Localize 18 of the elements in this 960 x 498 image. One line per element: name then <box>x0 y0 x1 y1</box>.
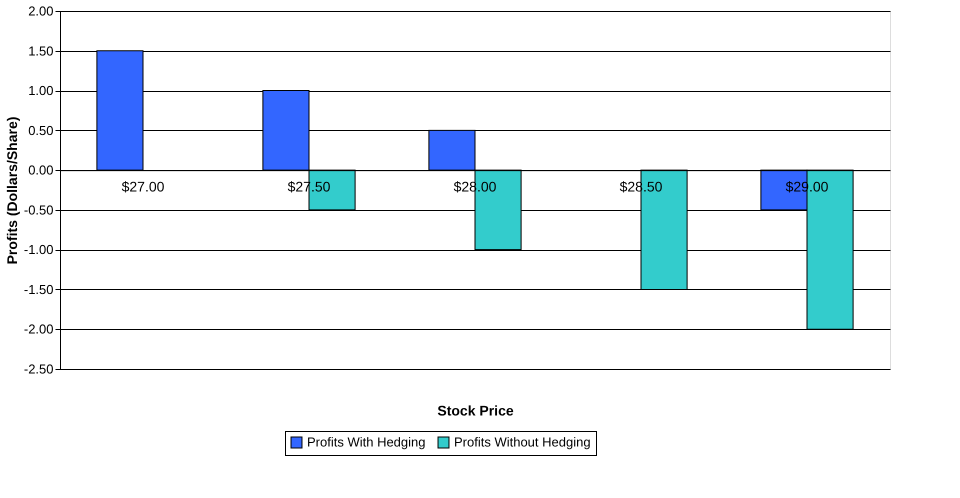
y-tick-label: 1.00 <box>28 83 54 98</box>
y-axis-title: Profits (Dollars/Share) <box>4 116 20 264</box>
x-tick-label: $27.00 <box>122 178 165 195</box>
y-tick-label: -2.50 <box>24 362 54 376</box>
y-tick-label: 1.50 <box>28 43 54 58</box>
x-tick-label: $28.00 <box>454 178 497 195</box>
y-tick-label: -1.50 <box>24 282 54 297</box>
y-tick-label: 2.00 <box>28 4 54 18</box>
y-tick-label: -1.00 <box>24 242 54 258</box>
y-tick-label: 0.50 <box>28 122 54 138</box>
legend-label: Profits With Hedging <box>307 434 426 450</box>
legend-label: Profits Without Hedging <box>454 434 591 450</box>
y-tick-label: 0.00 <box>28 162 54 178</box>
y-tick-label: -0.50 <box>24 202 54 218</box>
x-axis-title: Stock Price <box>437 402 514 418</box>
x-tick-label: $28.50 <box>620 178 663 195</box>
y-tick-label: -2.00 <box>24 322 54 337</box>
x-tick-label: $27.50 <box>288 178 331 195</box>
